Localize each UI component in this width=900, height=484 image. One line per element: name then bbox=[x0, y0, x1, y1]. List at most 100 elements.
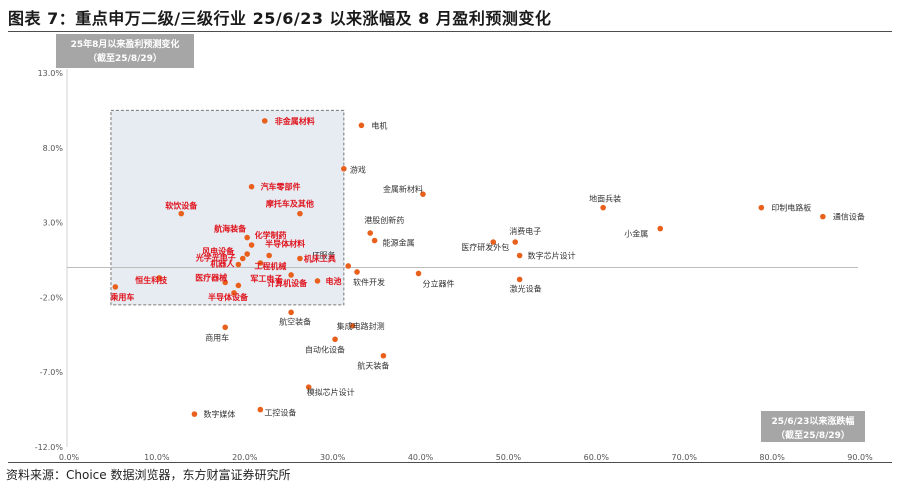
point-label: 航空装备 bbox=[279, 316, 311, 326]
point-label: 港股创新药 bbox=[364, 215, 404, 225]
point-label: 模拟芯片设计 bbox=[307, 387, 355, 397]
data-point bbox=[222, 324, 228, 331]
x-tick-label: 0.0% bbox=[59, 453, 80, 462]
point-label: 工程机械 bbox=[254, 261, 286, 271]
point-label: 计算机设备 bbox=[267, 278, 308, 288]
data-point bbox=[820, 213, 826, 220]
y-tick-label: -7.0% bbox=[40, 368, 64, 377]
data-point bbox=[516, 252, 523, 259]
point-label: 医疗研发外包 bbox=[461, 242, 509, 252]
data-point bbox=[191, 411, 198, 417]
point-label: 商用车 bbox=[205, 332, 229, 342]
x-tick-label: 70.0% bbox=[672, 453, 698, 462]
point-label: 印制电路板 bbox=[771, 203, 811, 213]
point-label: 军工电子 bbox=[250, 273, 282, 283]
point-label: 能源金属 bbox=[383, 238, 415, 248]
x-tick-label: 40.0% bbox=[408, 453, 434, 462]
source-note: 资料来源：Choice 数据浏览器，东方财富证券研究所 bbox=[6, 468, 291, 482]
data-point bbox=[415, 270, 422, 277]
point-label: 电池 bbox=[325, 276, 341, 286]
point-label: 航海装备 bbox=[214, 224, 247, 234]
y-axis-title-box: 25年8月以来盈利预测变化 （截至25/8/29） bbox=[56, 34, 194, 68]
point-label: 电机 bbox=[371, 120, 387, 130]
data-point bbox=[297, 210, 303, 217]
point-label: 恒生科技 bbox=[135, 275, 168, 285]
data-point bbox=[178, 210, 185, 217]
data-point bbox=[248, 183, 255, 190]
data-point bbox=[380, 352, 387, 359]
point-label: 集成电路封测 bbox=[337, 321, 385, 331]
point-label: 非金属材料 bbox=[275, 116, 315, 126]
data-point bbox=[341, 165, 347, 172]
y-axis-title-box-bg bbox=[56, 34, 194, 68]
point-label: 分立器件 bbox=[423, 278, 455, 288]
data-point bbox=[235, 282, 242, 289]
data-point bbox=[490, 239, 497, 245]
point-label: 机器人 bbox=[210, 258, 235, 268]
data-point bbox=[239, 255, 246, 262]
x-tick-label: 80.0% bbox=[759, 453, 785, 462]
data-point bbox=[600, 204, 606, 211]
data-point bbox=[314, 278, 321, 284]
data-point bbox=[257, 260, 264, 266]
data-point bbox=[367, 230, 374, 236]
point-label: 风电设备 bbox=[202, 246, 235, 256]
data-point bbox=[516, 276, 523, 283]
point-label: 金属新材料 bbox=[383, 184, 423, 194]
data-point bbox=[288, 272, 294, 278]
y-tick-label: -12.0% bbox=[35, 443, 64, 452]
x-tick-label: 50.0% bbox=[496, 453, 522, 462]
point-label: 小金属 bbox=[624, 229, 648, 239]
chart-title: 图表 7：重点申万二级/三级行业 25/6/23 以来涨幅及 8 月盈利预测变化 bbox=[8, 9, 552, 28]
y-tick-label: 13.0% bbox=[38, 69, 64, 78]
point-label: 软件开发 bbox=[353, 277, 385, 287]
point-label: 软饮设备 bbox=[165, 201, 198, 211]
source-topline bbox=[8, 462, 892, 463]
point-label: 半导体材料 bbox=[265, 239, 305, 249]
point-label: 数字芯片设计 bbox=[528, 251, 576, 261]
point-label: 自动化设备 bbox=[305, 344, 345, 354]
point-label: 光学光电子 bbox=[195, 253, 236, 263]
point-label: 消费电子 bbox=[509, 226, 541, 236]
data-point bbox=[354, 269, 360, 275]
y-tick-label: -2.0% bbox=[40, 293, 64, 302]
y-tick-label: 3.0% bbox=[43, 219, 64, 228]
data-point bbox=[261, 118, 268, 124]
data-point bbox=[512, 239, 519, 245]
point-label: 地面兵装 bbox=[589, 194, 621, 204]
point-label: 化学制药 bbox=[255, 230, 287, 240]
data-point bbox=[371, 237, 378, 244]
point-label: 航天装备 bbox=[357, 361, 389, 371]
data-point bbox=[358, 122, 365, 129]
data-point bbox=[235, 261, 242, 268]
data-point bbox=[248, 242, 255, 248]
point-label: 工控设备 bbox=[264, 408, 296, 418]
x-tick-label: 60.0% bbox=[584, 453, 610, 462]
highlight-region bbox=[110, 109, 345, 306]
data-point bbox=[332, 336, 338, 343]
data-point bbox=[288, 309, 294, 316]
data-point bbox=[420, 191, 426, 197]
point-label: IT服务 bbox=[312, 250, 335, 260]
data-point bbox=[297, 255, 303, 262]
x-tick-label: 30.0% bbox=[320, 453, 346, 462]
x-tick-label: 10.0% bbox=[144, 453, 170, 462]
data-point bbox=[305, 384, 312, 390]
point-label: 通信设备 bbox=[833, 212, 865, 222]
point-label: 半导体设备 bbox=[208, 292, 249, 302]
y-tick-label: 8.0% bbox=[43, 144, 64, 153]
data-point bbox=[257, 406, 264, 413]
point-label: 乘用车 bbox=[109, 292, 134, 302]
y-axis-title-box-text: （截至25/8/29） bbox=[88, 52, 162, 64]
x-axis-title-box-bg bbox=[761, 411, 865, 442]
data-point bbox=[244, 251, 250, 257]
x-axis-title-box-text: （截至25/8/29） bbox=[776, 429, 850, 441]
point-label: 摩托车及其他 bbox=[265, 199, 314, 209]
data-point bbox=[266, 252, 272, 259]
x-axis-title-box-text: 25/6/23以来涨跌幅 bbox=[772, 415, 855, 427]
data-point bbox=[345, 263, 352, 269]
x-tick-label: 90.0% bbox=[847, 453, 873, 462]
point-label: 游戏 bbox=[350, 165, 366, 175]
point-label: 激光设备 bbox=[510, 283, 542, 293]
x-tick-label: 20.0% bbox=[232, 453, 258, 462]
